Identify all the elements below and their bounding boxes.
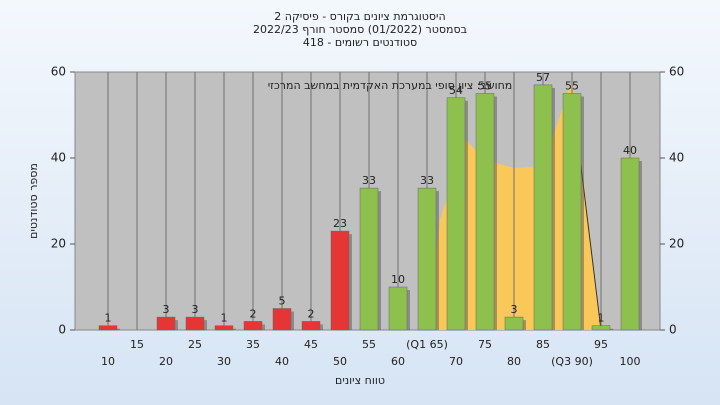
value-label: 55	[478, 80, 492, 93]
bar-side	[349, 234, 352, 330]
value-label: 1	[598, 312, 605, 325]
chart-subtitle: בסמסטר (01/2022) סמסטר חורף 2022/23	[253, 23, 467, 36]
bar	[388, 286, 408, 331]
value-label: 2	[308, 307, 315, 320]
y2-tick-label: 60	[669, 65, 684, 79]
bar	[301, 321, 321, 331]
x-tick-label: 55	[362, 338, 376, 351]
bar-side	[465, 100, 468, 330]
bar	[98, 325, 118, 331]
value-label: 40	[623, 144, 637, 157]
bar	[330, 230, 350, 331]
x-tick-label: 80	[507, 355, 521, 368]
x-tick-label: 20	[159, 355, 173, 368]
x-tick-label: 70	[449, 355, 463, 368]
bar	[475, 93, 495, 331]
x-tick-label: 75	[478, 338, 492, 351]
bar	[185, 316, 205, 331]
value-label: 1	[221, 312, 228, 325]
bar	[446, 97, 466, 331]
x-axis-label: טווח ציונים	[335, 374, 385, 387]
value-label: 1	[105, 312, 112, 325]
value-label: 57	[536, 71, 550, 84]
bar-side	[581, 96, 584, 330]
y-tick-label: 40	[51, 151, 66, 165]
bar-side	[117, 328, 120, 330]
y2-tick-label: 20	[669, 237, 684, 251]
chart-title: היסטוגרמת ציונים בקורס - פיסיקה 2	[274, 10, 445, 23]
chart-subtitle: 418 - סטודנטים רשומים	[303, 36, 417, 49]
bar	[214, 325, 234, 331]
x-tick-label: (Q3 90)	[551, 355, 593, 368]
x-tick-label: 25	[188, 338, 202, 351]
bar-side	[320, 324, 323, 330]
x-tick-label: 35	[246, 338, 260, 351]
bar-side	[291, 311, 294, 330]
x-tick-label: 50	[333, 355, 347, 368]
value-label: 3	[163, 303, 170, 316]
value-label: 55	[565, 80, 579, 93]
x-tick-label: 45	[304, 338, 318, 351]
bar-side	[639, 161, 642, 330]
y2-tick-label: 0	[669, 323, 677, 337]
y-axis-label: מספר סטודנטים	[27, 163, 40, 239]
x-tick-label: 95	[594, 338, 608, 351]
bar-side	[407, 290, 410, 330]
bar-side	[494, 96, 497, 330]
bar	[359, 187, 379, 331]
x-tick-label: 15	[130, 338, 144, 351]
bar	[417, 187, 437, 331]
x-tick-label: 60	[391, 355, 405, 368]
bar	[562, 93, 582, 331]
bar-side	[262, 324, 265, 330]
y-tick-label: 20	[51, 237, 66, 251]
x-tick-label: 100	[620, 355, 641, 368]
x-tick-label: 85	[536, 338, 550, 351]
bar-side	[204, 320, 207, 330]
value-label: 10	[391, 273, 405, 286]
x-tick-label: 30	[217, 355, 231, 368]
bar-side	[552, 87, 555, 331]
y2-tick-label: 40	[669, 151, 684, 165]
bar	[504, 316, 524, 331]
bar	[243, 321, 263, 331]
bar	[156, 316, 176, 331]
bar-side	[436, 191, 439, 330]
bar	[620, 157, 640, 331]
bar-side	[610, 328, 613, 330]
value-label: 54	[449, 84, 463, 97]
x-tick-label: (Q1 65)	[406, 338, 448, 351]
bar	[272, 308, 292, 331]
value-label: 2	[250, 307, 257, 320]
y-tick-label: 60	[51, 65, 66, 79]
x-tick-label: 10	[101, 355, 115, 368]
annotation: מחושב: ציון סופי במערכת האקדמית במחשב המ…	[268, 79, 513, 92]
bar	[533, 84, 553, 331]
value-label: 3	[192, 303, 199, 316]
bar-side	[233, 328, 236, 330]
value-label: 33	[420, 174, 434, 187]
bar-side	[378, 191, 381, 330]
y-tick-label: 0	[58, 323, 66, 337]
value-label: 3	[511, 303, 518, 316]
value-label: 5	[279, 295, 286, 308]
bar-side	[523, 320, 526, 330]
value-label: 23	[333, 217, 347, 230]
bar-side	[175, 320, 178, 330]
bar	[591, 325, 611, 331]
value-label: 33	[362, 174, 376, 187]
x-tick-label: 40	[275, 355, 289, 368]
